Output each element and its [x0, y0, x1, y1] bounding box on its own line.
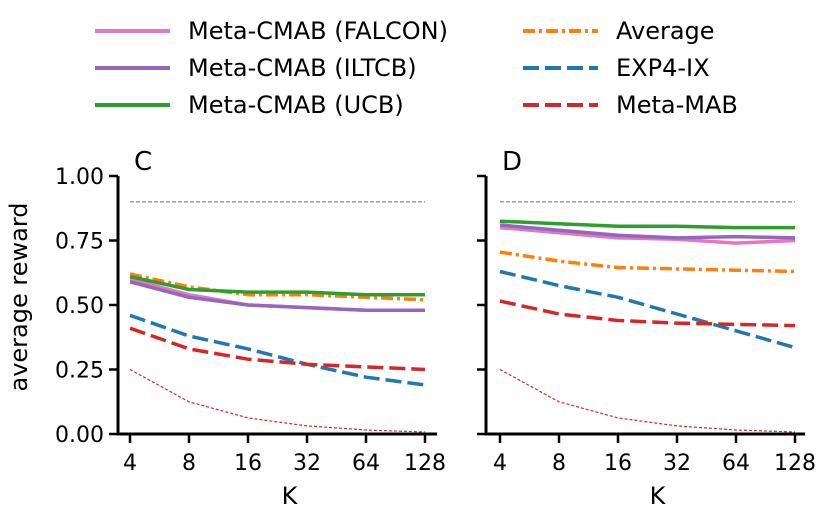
panel-c-y-tick-label: 1.00	[55, 165, 104, 190]
panel-c-x-tick-label: 16	[234, 451, 262, 476]
panel-c-y-tick-label: 0.00	[55, 423, 104, 448]
panel-d-x-tick-label: 128	[774, 451, 816, 476]
panel-c-series-line-exp4-ix	[129, 313, 426, 387]
legend-label-exp4-ix: EXP4-IX	[616, 54, 710, 82]
panel-d-x-tick-label: 16	[604, 451, 632, 476]
panel-c-series-line-meta-cmab-ucb	[129, 274, 425, 297]
panel-c-reference-line-random	[129, 368, 426, 433]
panel-d-x-axis-title: K	[650, 482, 667, 510]
panel-c-x-tick-label: 4	[123, 451, 137, 476]
panel-d-x-tick-label: 64	[722, 451, 750, 476]
panel-d: 4 8 16 32 64 128 K D	[477, 147, 816, 510]
legend-label-meta-cmab-iltcb: Meta-CMAB (ILTCB)	[188, 54, 417, 82]
panel-d-x-tick-label: 4	[493, 451, 507, 476]
panel-d-series-line-meta-cmab-iltcb	[499, 223, 796, 240]
panel-d-x-tick-label: 32	[663, 451, 691, 476]
panel-d-series-line-meta-mab	[499, 299, 796, 328]
panel-c-x-tick-label: 128	[404, 451, 446, 476]
panel-c-x-tick-label: 32	[293, 451, 321, 476]
panel-c-x-tick-label: 8	[182, 451, 196, 476]
panel-c-series-line-meta-cmab-iltcb	[129, 280, 425, 312]
panel-c-x-axis-title: K	[282, 482, 299, 510]
legend-label-meta-cmab-ucb: Meta-CMAB (UCB)	[188, 91, 404, 119]
panel-d-series-line-meta-cmab-falcon	[499, 225, 796, 245]
panel-c: 0.00 0.25 0.50 0.75 1.00 4 8 16 32 64 128 Kaverage …	[5, 147, 446, 510]
legend: Meta-CMAB (FALCON) Meta-CMAB (ILTCB) Meta-…	[95, 17, 738, 119]
legend-label-meta-mab: Meta-MAB	[616, 91, 738, 119]
legend-label-meta-cmab-falcon: Meta-CMAB (FALCON)	[188, 17, 448, 45]
panel-d-series-line-exp4-ix	[499, 269, 796, 350]
panel-c-y-tick-label: 0.75	[55, 230, 104, 255]
panel-d-series-line-average	[499, 250, 796, 274]
panel-d-series-line-meta-cmab-ucb	[499, 219, 795, 230]
panel-d-label: D	[502, 147, 522, 177]
panel-d-x-tick-label: 8	[552, 451, 566, 476]
panel-d-reference-line-random	[499, 368, 796, 433]
panel-c-series-line-average	[129, 272, 426, 302]
panel-c-y-tick-label: 0.50	[55, 294, 104, 319]
panel-c-y-axis-title: average reward	[5, 203, 33, 392]
legend-label-average: Average	[616, 17, 715, 45]
panel-c-label: C	[134, 147, 152, 177]
panel-c-series-line-meta-mab	[129, 326, 426, 372]
panel-c-y-tick-label: 0.25	[55, 359, 104, 384]
panel-c-x-tick-label: 64	[352, 451, 380, 476]
